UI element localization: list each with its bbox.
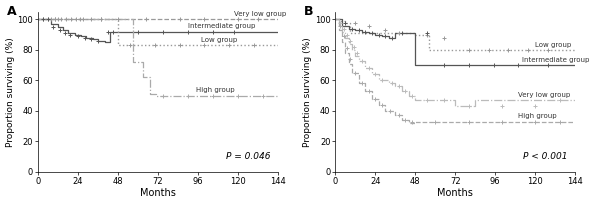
Text: Very low group: Very low group [519, 92, 571, 98]
Text: Low group: Low group [535, 42, 572, 48]
X-axis label: Months: Months [140, 188, 176, 198]
Text: P < 0.001: P < 0.001 [523, 152, 568, 161]
X-axis label: Months: Months [438, 188, 473, 198]
Text: B: B [304, 6, 314, 18]
Text: Very low group: Very low group [234, 11, 287, 17]
Y-axis label: Proportion surviving (%): Proportion surviving (%) [303, 37, 312, 147]
Text: A: A [7, 6, 16, 18]
Text: Intermediate group: Intermediate group [522, 57, 589, 63]
Y-axis label: Proportion surviving (%): Proportion surviving (%) [5, 37, 14, 147]
Text: High group: High group [519, 113, 557, 119]
Text: Low group: Low group [201, 37, 237, 43]
Text: P = 0.046: P = 0.046 [226, 152, 270, 161]
Text: High group: High group [196, 87, 235, 93]
Text: Intermediate group: Intermediate group [188, 23, 255, 29]
